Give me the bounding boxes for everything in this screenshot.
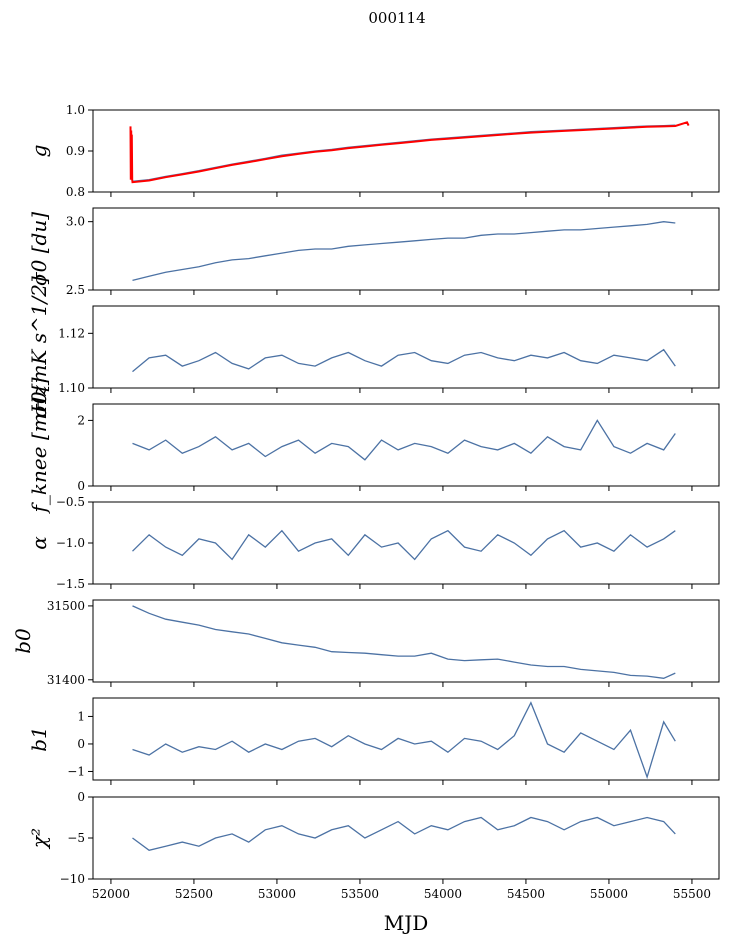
y-axis-label: g (27, 145, 51, 158)
y-tick-label: 1.0 (66, 103, 85, 117)
series-line-g (132, 124, 676, 182)
x-tick-label: 53500 (341, 887, 379, 901)
panel-6: −1 0 1 b1 (27, 697, 720, 785)
x-tick-label: 53000 (258, 887, 296, 901)
panel-1: 2.5 3.0 σ0 [du] (27, 207, 720, 297)
y-tick-label: −0.5 (56, 495, 85, 509)
axes-frame (92, 697, 720, 781)
y-axis-label: χ² (27, 828, 51, 850)
axes-frame (92, 207, 720, 291)
series-line-sigma0-mK (132, 348, 676, 373)
y-tick-label: 1 (77, 709, 85, 723)
series-line-b1 (132, 701, 676, 780)
x-tick-label: 55500 (673, 887, 711, 901)
series-line-b0 (132, 605, 676, 679)
x-axis-label: MJD (384, 911, 429, 935)
y-axis-label: σ0[mK s^1/2] (27, 276, 51, 418)
panel-0: 0.8 0.9 1.0 g (27, 103, 720, 199)
panel-2: 1.10 1.12 σ0[mK s^1/2] (27, 276, 720, 418)
x-tick-label: 52500 (175, 887, 213, 901)
y-tick-label: 2 (77, 413, 85, 427)
axes-frame (92, 109, 720, 193)
x-tick-label: 55000 (590, 887, 628, 901)
y-tick-label: −1.0 (56, 536, 85, 550)
y-tick-label: 1.10 (58, 381, 85, 395)
y-axis-label: f_knee [mHz] (27, 377, 51, 514)
axes-frame (92, 501, 720, 585)
series-line-alpha (132, 529, 676, 561)
y-tick-label: 0 (77, 479, 85, 493)
y-axis-label: b1 (27, 726, 51, 752)
y-axis-label: σ0 [du] (27, 212, 51, 286)
series-line-g-fit (129, 121, 690, 184)
axes-frame (92, 403, 720, 487)
y-tick-label: −5 (67, 831, 85, 845)
series-line-sigma0-du (132, 221, 676, 282)
y-axis-label: b0 (11, 628, 35, 654)
y-tick-label: −1.5 (56, 577, 85, 591)
y-tick-label: 3.0 (66, 215, 85, 229)
axes-frame (92, 305, 720, 389)
y-tick-label: 0 (77, 737, 85, 751)
y-tick-label: 31500 (47, 599, 85, 613)
panel-4: −1.5 −1.0 −0.5 α (27, 495, 720, 591)
axes-frame (92, 599, 720, 683)
y-axis-label: α (27, 536, 51, 550)
y-tick-label: 0 (77, 790, 85, 804)
x-tick-label: 54000 (424, 887, 462, 901)
chart-title: 000114 (368, 9, 425, 27)
y-tick-label: 2.5 (66, 283, 85, 297)
y-tick-label: 31400 (47, 673, 85, 687)
panel-5: 31400 31500 b0 (11, 599, 720, 687)
panel-3: 0 2 f_knee [mHz] (27, 377, 720, 514)
series-line-fknee (132, 419, 676, 461)
y-tick-label: −1 (67, 764, 85, 778)
axes-frame (92, 796, 720, 880)
y-tick-label: 1.12 (58, 326, 85, 340)
x-tick-label: 54500 (507, 887, 545, 901)
series-line-chi2 (132, 816, 676, 852)
x-tick-label: 52000 (92, 887, 130, 901)
y-tick-label: −10 (60, 872, 85, 886)
y-tick-label: 0.8 (66, 185, 85, 199)
y-tick-label: 0.9 (66, 144, 85, 158)
panel-7: −10 −5 0 52000 52500 53000 53500 54000 54500 5500… (27, 790, 720, 901)
